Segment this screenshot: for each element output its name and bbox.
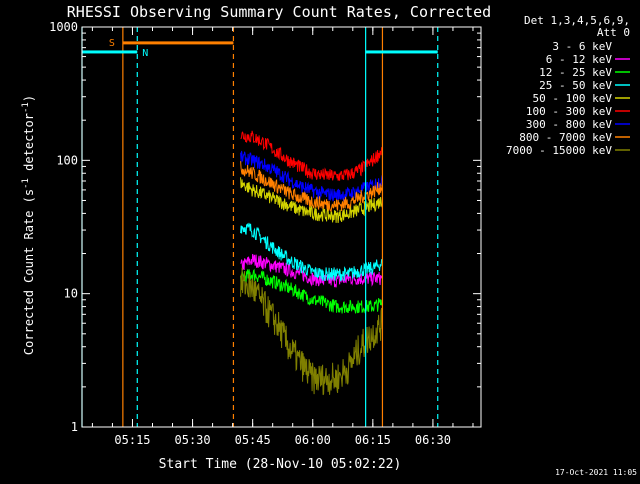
x-tick-label-5: 06:30 [415, 433, 451, 447]
x-tick-label-2: 05:45 [235, 433, 271, 447]
footer-timestamp: 17-Oct-2021 11:05 [555, 468, 637, 477]
series-line-7 [240, 161, 383, 212]
series-line-6 [240, 150, 383, 202]
legend-label-8: 7000 - 15000 keV [506, 144, 612, 157]
flag-bar-2 [365, 50, 438, 54]
y-tick-label-2: 100 [56, 153, 78, 167]
x-tick-label-0: 05:15 [114, 433, 150, 447]
legend-header-line1: Det 1,3,4,5,6,9, [524, 14, 630, 27]
y-label-main: Corrected Count Rate (s [22, 189, 36, 355]
chart-title: RHESSI Observing Summary Count Rates, Co… [67, 3, 491, 21]
flag-label-s: S [109, 38, 115, 49]
legend-label-1: 6 - 12 keV [546, 53, 613, 66]
legend-label-3: 25 - 50 keV [539, 79, 612, 92]
legend-label-2: 12 - 25 keV [539, 66, 612, 79]
flag-bar-0 [122, 41, 234, 45]
legend-label-5: 100 - 300 keV [526, 105, 612, 118]
legend-header-line2: Att 0 [597, 26, 630, 39]
y-tick-label-3: 1000 [49, 20, 78, 34]
series-line-8 [240, 267, 383, 396]
x-tick-label-3: 06:00 [295, 433, 331, 447]
series-line-4 [240, 177, 383, 224]
series-line-3 [240, 222, 383, 282]
y-label-sup2: -1 [21, 102, 31, 113]
series-line-2 [240, 268, 383, 314]
flag-bar-1 [82, 50, 138, 54]
x-axis-label: Start Time (28-Nov-10 05:02:22) [159, 457, 402, 472]
legend-label-7: 800 - 7000 keV [519, 131, 612, 144]
series-line-1 [240, 253, 383, 288]
flags-layer: SN [81, 27, 439, 427]
y-tick-label-0: 1 [71, 420, 78, 434]
x-tick-label-1: 05:30 [175, 433, 211, 447]
series-line-5 [240, 130, 383, 181]
legend-label-0: 3 - 6 keV [552, 40, 612, 53]
y-tick-label-1: 10 [64, 287, 78, 301]
legend-label-6: 300 - 800 keV [526, 118, 612, 131]
x-tick-label-4: 06:15 [355, 433, 391, 447]
legend-label-4: 50 - 100 keV [533, 92, 613, 105]
plot-frame [81, 26, 482, 428]
series-layer [240, 130, 383, 396]
y-label-mid: detector [22, 113, 36, 178]
y-label-end: ) [22, 95, 36, 102]
flag-label-n: N [142, 48, 148, 59]
axes-layer: 1 10 100 1000 05:15 05:30 05:45 06:00 06:15 06:30 [49, 20, 482, 447]
y-label-sup1: -1 [21, 178, 31, 189]
y-axis-label: Corrected Count Rate (s-1 detector-1) [21, 95, 36, 355]
